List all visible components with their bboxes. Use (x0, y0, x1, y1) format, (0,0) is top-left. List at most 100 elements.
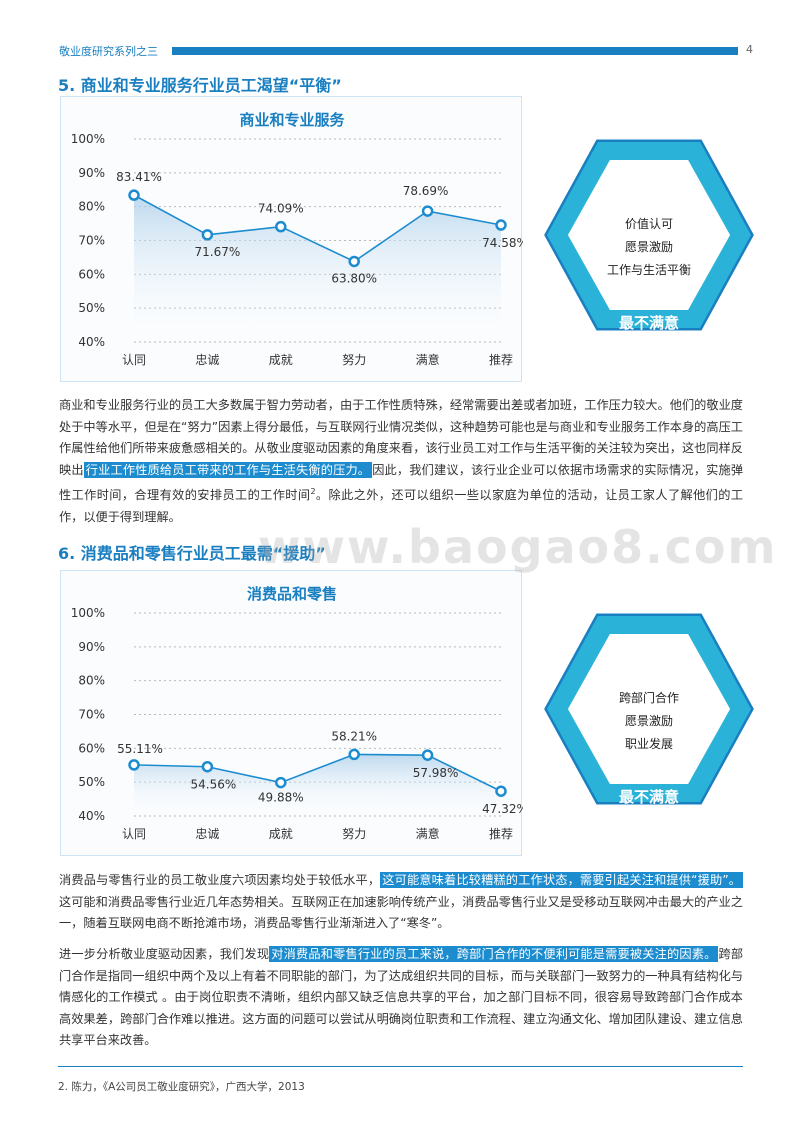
data-point (348, 748, 360, 761)
footnote: 2. 陈力，《A公司员工敬业度研究》，广西大学，2013 (58, 1081, 305, 1093)
series-area (134, 195, 501, 342)
section5-title: 5. 商业和专业服务行业员工渴望“平衡” (58, 76, 342, 95)
hex-bottom-band (547, 709, 751, 802)
y-tick-label: 70% (78, 234, 105, 248)
hex-item-1: 价值认可 (625, 216, 673, 231)
chart-title: 商业和专业服务 (239, 111, 345, 129)
x-tick-label: 认同 (122, 353, 146, 367)
hex-top-band (547, 142, 751, 235)
para-text: 这可能和消费品零售行业近几年态势相关。互联网正在加速影响传统产业，消费品零售行业… (59, 894, 743, 931)
para-text: 。除此之外，还可以组织一些以家庭为单位的活动，让员工家人了解他们的工作，以便于得… (59, 488, 744, 524)
footnote-divider (58, 1066, 743, 1067)
data-label: 63.80% (331, 271, 377, 285)
y-tick-label: 50% (78, 775, 105, 789)
para-highlight: 对消费品和零售行业的员工来说，跨部门合作的不便利可能是需要被关注的因素。 (269, 946, 719, 962)
y-tick-label: 80% (78, 674, 105, 688)
section5-hex-diagram: 影响最大 价值认可 愿景激励 工作与生活平衡 最不满意 (544, 139, 754, 332)
x-tick-label: 努力 (342, 352, 366, 367)
x-tick-label: 满意 (416, 826, 440, 841)
series-area (134, 754, 501, 816)
data-label: 49.88% (258, 791, 304, 805)
series-line (133, 194, 502, 263)
y-tick-label: 80% (78, 200, 105, 214)
hex-item-2: 愿景激励 (625, 240, 673, 254)
chart2-svg: 消费品和零售 40% 50% 60% 70% 80% 90% 100% 55.11% 54.56%… (71, 585, 523, 841)
data-point (201, 760, 214, 773)
x-tick-label: 推荐 (489, 827, 513, 841)
section6-paragraph-2: 进一步分析敬业度驱动因素，我们发现 对消费品和零售行业的员工来说，跨部门合作的不便… (59, 944, 743, 1052)
header-bar (172, 47, 738, 55)
y-tick-label: 100% (71, 606, 105, 620)
chart-title: 消费品和零售 (247, 585, 337, 603)
data-label: 57.98% (413, 766, 459, 780)
x-tick-label: 忠诚 (195, 827, 219, 841)
data-point (495, 219, 507, 231)
data-label: 58.21% (331, 729, 377, 743)
chart1-svg: 商业和专业服务 40% 50% 60% 70% 80% 90% 100% 83.41% 71.67… (71, 111, 523, 367)
hex-inner (568, 160, 730, 310)
section5-paragraph: 商业和专业服务行业的员工大多数属于智力劳动者，由于工作性质特殊，经常需要出差或者… (59, 395, 743, 528)
hex-item-1: 跨部门合作 (619, 690, 679, 705)
section6-hex-diagram: 影响最大 跨部门合作 愿景激励 职业发展 最不满意 (544, 613, 754, 806)
data-point (275, 776, 287, 789)
para-highlight: 这可能意味着比较糟糕的工作状态，需要引起关注和提供“援助”。 (380, 872, 743, 888)
x-tick-label: 推荐 (489, 353, 513, 367)
chart1-container: 商业和专业服务 40% 50% 60% 70% 80% 90% 100% 83.41% 71.67… (60, 96, 523, 382)
y-tick-label: 90% (78, 640, 105, 654)
data-label: 78.69% (403, 184, 449, 198)
y-tick-label: 50% (78, 301, 105, 315)
hex-top-label: 影响最大 (619, 166, 679, 184)
chart2-container: 消费品和零售 40% 50% 60% 70% 80% 90% 100% 55.11% 54.56%… (60, 570, 523, 856)
data-label: 74.58% (482, 236, 523, 250)
data-label: 83.41% (116, 170, 162, 184)
y-tick-label: 40% (78, 335, 105, 349)
hex-inner (568, 634, 730, 784)
section6-paragraph-1: 消费品与零售行业的员工敬业度六项因素均处于较低水平， 这可能意味着比较糟糕的工作状… (59, 870, 743, 935)
y-tick-label: 100% (71, 132, 105, 146)
data-point (275, 220, 287, 233)
data-label: 71.67% (195, 245, 241, 259)
y-tick-label: 70% (78, 708, 105, 722)
x-tick-label: 忠诚 (195, 353, 219, 367)
y-tick-label: 90% (78, 166, 105, 180)
y-tick-label: 40% (78, 809, 105, 823)
y-tick-label: 60% (78, 267, 105, 281)
data-point (128, 759, 140, 771)
x-tick-label: 成就 (269, 353, 293, 367)
data-label: 54.56% (191, 778, 237, 792)
x-tick-label: 满意 (416, 352, 440, 367)
hex-item-3: 职业发展 (625, 736, 673, 751)
para-text: 商业和专业服务行业的员工大多数属于智力劳动者，由于工作性质特殊，经常需要出差或者… (59, 398, 743, 477)
para-text: 跨部门合作是指同一组织中两个及以上有着不同职能的部门，为了达成组织共同的目标，而… (59, 947, 744, 1047)
section6-title: 6. 消费品和零售行业员工最需“援助” (58, 544, 326, 563)
data-point (421, 749, 434, 761)
para-text: 进一步分析敬业度驱动因素，我们发现 (59, 947, 270, 961)
page-number: 4 (746, 43, 753, 56)
hex-top-band (547, 616, 751, 709)
x-tick-label: 努力 (342, 826, 366, 841)
y-tick-label: 60% (78, 741, 105, 755)
hex-top-label: 影响最大 (619, 640, 679, 658)
data-point (495, 785, 507, 797)
header-series-label: 敬业度研究系列之三 (59, 45, 158, 58)
para-text: 因此，我们建议，该行业企业可以依据市场需求的实际情况，实施弹性工作时间，合理有效… (59, 462, 744, 503)
data-point (201, 229, 214, 241)
hex-item-3: 工作与生活平衡 (607, 263, 691, 277)
x-tick-label: 成就 (269, 827, 293, 841)
para-text: 消费品与零售行业的员工敬业度六项因素均处于较低水平， (59, 873, 381, 887)
series-line (133, 753, 502, 792)
watermark: www.baogao8.com (258, 520, 778, 574)
footnote-ref: 2 (310, 487, 316, 496)
data-label: 74.09% (258, 202, 304, 216)
data-point (128, 189, 140, 201)
hex-bottom-label: 最不满意 (619, 314, 679, 332)
hex-item-2: 愿景激励 (625, 714, 673, 728)
x-tick-label: 认同 (122, 827, 146, 841)
data-point (421, 205, 434, 217)
para-highlight: 行业工作性质给员工带来的工作与生活失衡的压力。 (83, 461, 373, 478)
hex-bottom-band (547, 235, 751, 328)
data-label: 47.32% (482, 802, 523, 816)
hex-bottom-label: 最不满意 (619, 788, 679, 806)
data-label: 55.11% (117, 742, 163, 756)
data-point (348, 255, 360, 268)
